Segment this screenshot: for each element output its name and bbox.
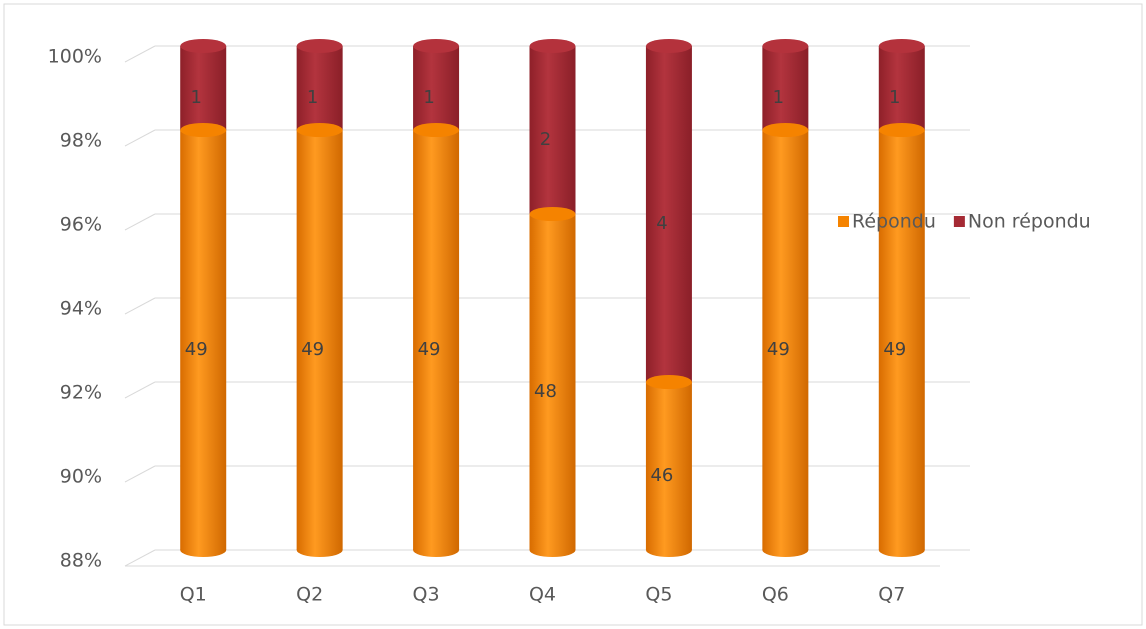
data-label: 1 [423,87,434,108]
grid-line-side [124,381,156,399]
bar-top [878,39,925,53]
bar-segment [296,130,343,550]
bar-segment [878,46,925,130]
x-tick-label: Q4 [529,584,556,606]
bar-top [645,39,692,53]
bar-joint [413,123,460,137]
data-label: 1 [889,87,900,108]
bar-segment [180,46,227,130]
bar-top [762,39,809,53]
data-label: 2 [540,129,551,150]
bar-segment [762,130,809,550]
grid-line-side [124,549,156,567]
bar-joint [180,123,227,137]
grid-line-side [124,213,156,231]
data-label: 46 [650,465,673,486]
y-tick-label: 94% [60,298,102,320]
x-tick-label: Q5 [645,584,672,606]
data-label: 49 [767,339,790,360]
data-label: 1 [773,87,784,108]
legend-swatch [838,216,849,227]
x-tick-label: Q1 [180,584,207,606]
bar-segment [413,46,460,130]
bar-segment [645,382,692,550]
legend-swatch [953,216,965,227]
y-tick-label: 92% [60,382,102,404]
y-tick-label: 88% [60,550,102,572]
y-tick-label: 96% [60,214,102,236]
bar-joint [645,375,692,389]
x-tick-label: Q7 [878,584,905,606]
data-label: 49 [883,339,906,360]
x-tick-label: Q6 [762,584,789,606]
bar-joint [878,123,925,137]
data-label: 49 [301,339,324,360]
bar-segment [878,130,925,550]
bar-joint [529,207,576,221]
bar-segment [296,46,343,130]
legend-label: Non répondu [968,211,1091,233]
bar-segment [645,46,692,382]
bar-top [413,39,460,53]
bar-segment [529,214,576,550]
bar-segment [180,130,227,550]
data-label: 1 [307,87,318,108]
data-label: 49 [418,339,441,360]
x-tick-label: Q3 [413,584,440,606]
data-label: 49 [185,339,208,360]
grid-line-side [124,45,156,63]
bar-joint [296,123,343,137]
y-tick-label: 90% [60,466,102,488]
bar-segment [762,46,809,130]
data-label: 4 [656,213,667,234]
y-tick-label: 98% [60,130,102,152]
y-tick-label: 100% [48,46,102,68]
data-label: 48 [534,381,557,402]
x-tick-label: Q2 [296,584,323,606]
grid-line-side [124,465,156,483]
bar-top [180,39,227,53]
data-label: 1 [190,87,201,108]
legend-label: Répondu [852,211,936,233]
grid-line-side [124,297,156,315]
bar-segment [529,46,576,214]
bar-segment [413,130,460,550]
bar-joint [762,123,809,137]
grid-line-side [124,129,156,147]
bar-top [529,39,576,53]
bar-top [296,39,343,53]
